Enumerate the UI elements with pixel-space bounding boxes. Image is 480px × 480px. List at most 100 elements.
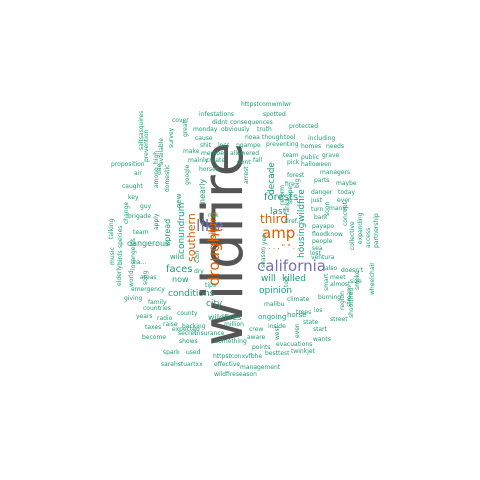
word-besttest: besttest (265, 350, 290, 357)
word-pick: pick (287, 159, 300, 166)
word-infestations: infestations (199, 111, 235, 118)
word-ongoing: ongoing (258, 313, 287, 321)
word-cover: cover (172, 117, 189, 124)
word-floodknow: floodknow (312, 231, 343, 238)
word-stream: stream (346, 285, 353, 307)
word-consequences: consequences (230, 119, 273, 126)
word-conditions: conditions (168, 289, 215, 299)
word-mainly: mainly (188, 157, 209, 164)
word-lost: lost (310, 250, 321, 257)
word-secret: secret (178, 330, 197, 337)
word-available: available (158, 137, 165, 165)
word-though: though (262, 134, 284, 141)
word-brigade: brigade (128, 213, 151, 220)
word-million: million (224, 321, 244, 328)
word-dry: dry (194, 268, 204, 275)
word-truth: truth (257, 126, 272, 133)
word-access: access (365, 227, 372, 248)
word-grave: grave (322, 152, 340, 159)
word-climate: climate (287, 296, 310, 303)
word-trees: trees (296, 309, 312, 316)
word-parts: parts (314, 177, 330, 184)
word-used: used (186, 349, 201, 356)
word-new: new (175, 193, 183, 208)
word-risk: risk (208, 212, 219, 219)
word-fire: fire (285, 181, 295, 188)
word-west: west (274, 325, 281, 340)
word-saltsasquires: saltsasquires (138, 110, 145, 150)
word-song: song (142, 270, 149, 285)
word-partnership: partnership (373, 213, 380, 248)
word-maybe: maybe (336, 180, 357, 187)
word-ever: ever (337, 197, 351, 204)
word-survey: survey (168, 127, 175, 148)
word-wildfires: wildfires (208, 313, 242, 322)
word-today: today (338, 189, 356, 196)
word-effective: effective (214, 361, 241, 368)
word-third: third (260, 212, 288, 226)
word-species: species (117, 225, 124, 248)
word-become: become (142, 334, 167, 341)
word-los: los (314, 307, 323, 314)
word-loss: loss (218, 142, 230, 149)
word-ma-trunc: ma... (131, 259, 147, 266)
word-proposition: proposition (111, 161, 145, 168)
word-meet: meet (330, 274, 346, 281)
word-nearly: nearly (198, 178, 207, 204)
word-people: people (312, 238, 333, 245)
word-twinkjet: twinkjet (291, 348, 315, 355)
word-shit: shit (200, 142, 211, 149)
word-giving: giving (124, 295, 143, 302)
word-conundrum: conundrum (177, 202, 187, 254)
word-caught: caught (122, 183, 143, 190)
word-team-right: team (283, 152, 299, 159)
word-top: top (283, 277, 290, 287)
word-california: california (257, 257, 327, 275)
word-air: air (134, 170, 142, 177)
word-wild: wild (170, 253, 185, 261)
word-dots: . . . . " " . . (264, 243, 300, 251)
word-expanding: expanding (357, 212, 364, 244)
word-needs: needs (326, 143, 345, 150)
word-tips: tips (205, 282, 216, 289)
word-homes: homes (301, 143, 322, 150)
word-city: city (206, 299, 223, 309)
word-due: due (156, 163, 163, 175)
word-size: size (350, 278, 362, 285)
word-domestic: domestic (164, 164, 171, 192)
word-evacuations: evacuations (276, 341, 313, 348)
word-almost: almost (330, 281, 351, 288)
word-soon: soon (324, 201, 331, 216)
word-change: change (123, 201, 130, 224)
word-killed: killed (282, 274, 306, 284)
word-shape: shape (287, 185, 294, 204)
word-doesnt: doesn't (341, 267, 364, 274)
word-forests: forests (264, 192, 299, 203)
word-cause: cause (195, 135, 213, 142)
word-big: big (294, 178, 301, 188)
word-forest: forest (287, 172, 305, 179)
word-last: last (270, 207, 287, 217)
word-will: will (261, 274, 276, 284)
word-decade: decade (267, 162, 277, 195)
word-firef-trunc: firef... (285, 218, 303, 225)
word-protected: protected (289, 123, 319, 130)
word-emergency: emergency (131, 286, 165, 293)
word-wheelchair: wheelchair (369, 262, 376, 295)
word-county: county (177, 310, 198, 317)
word-insurance: insurance (195, 330, 225, 337)
word-danger: danger (311, 189, 333, 196)
word-just: just (311, 197, 322, 204)
word-also: also (325, 265, 338, 272)
word-elderly: elderly (116, 265, 123, 286)
word-taxes: taxes (145, 324, 162, 331)
word-fall: fall (253, 157, 263, 164)
word-tool: tool (284, 134, 296, 141)
word-malibu: malibu (264, 301, 285, 308)
word-team-left: team (133, 229, 149, 236)
word-opinion: opinion (259, 286, 293, 296)
word-areas: areas (140, 274, 157, 281)
word-didnt: didnt (212, 119, 228, 126)
word-horse: horse (287, 311, 307, 319)
